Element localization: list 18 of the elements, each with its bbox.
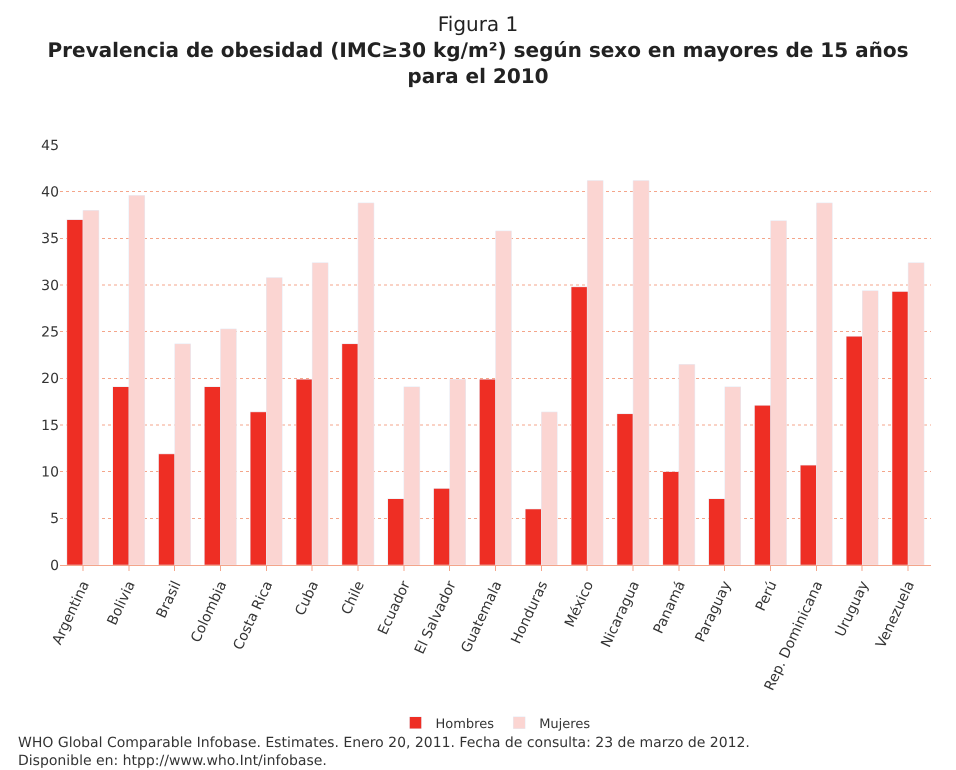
legend-label: Hombres: [436, 716, 494, 732]
y-tick-label: 15: [41, 418, 59, 434]
y-tick-label: 40: [41, 184, 59, 201]
y-tick-label: 0: [50, 558, 59, 574]
y-tick-label: 20: [41, 371, 59, 388]
y-tick-label: 25: [41, 324, 59, 341]
y-tick-label: 30: [41, 278, 59, 294]
chart-title: Figura 1: [438, 12, 518, 36]
y-tick-label: 45: [41, 138, 59, 154]
y-tick-label: 10: [41, 464, 59, 481]
text: WHO Global Comparable Infobase. Estimates. Enero 20, 2011. Fecha de consulta: 23 de marzo de 2012. Disponible en: htpp://www.who.Int/infobase.: [18, 735, 750, 770]
x-tick-label: Perú: [752, 578, 781, 614]
chart-subtitle: Prevalencia de obesidad (IMC≥30 kg/m²) según sexo en mayores de 15 años para el 2010: [48, 38, 908, 88]
y-tick-label: 35: [41, 231, 59, 248]
x-tick-label: Chile: [338, 578, 368, 618]
legend-label: Mujeres: [539, 716, 590, 732]
x-tick-label: Cuba: [292, 578, 322, 618]
y-tick-label: 5: [50, 511, 59, 528]
